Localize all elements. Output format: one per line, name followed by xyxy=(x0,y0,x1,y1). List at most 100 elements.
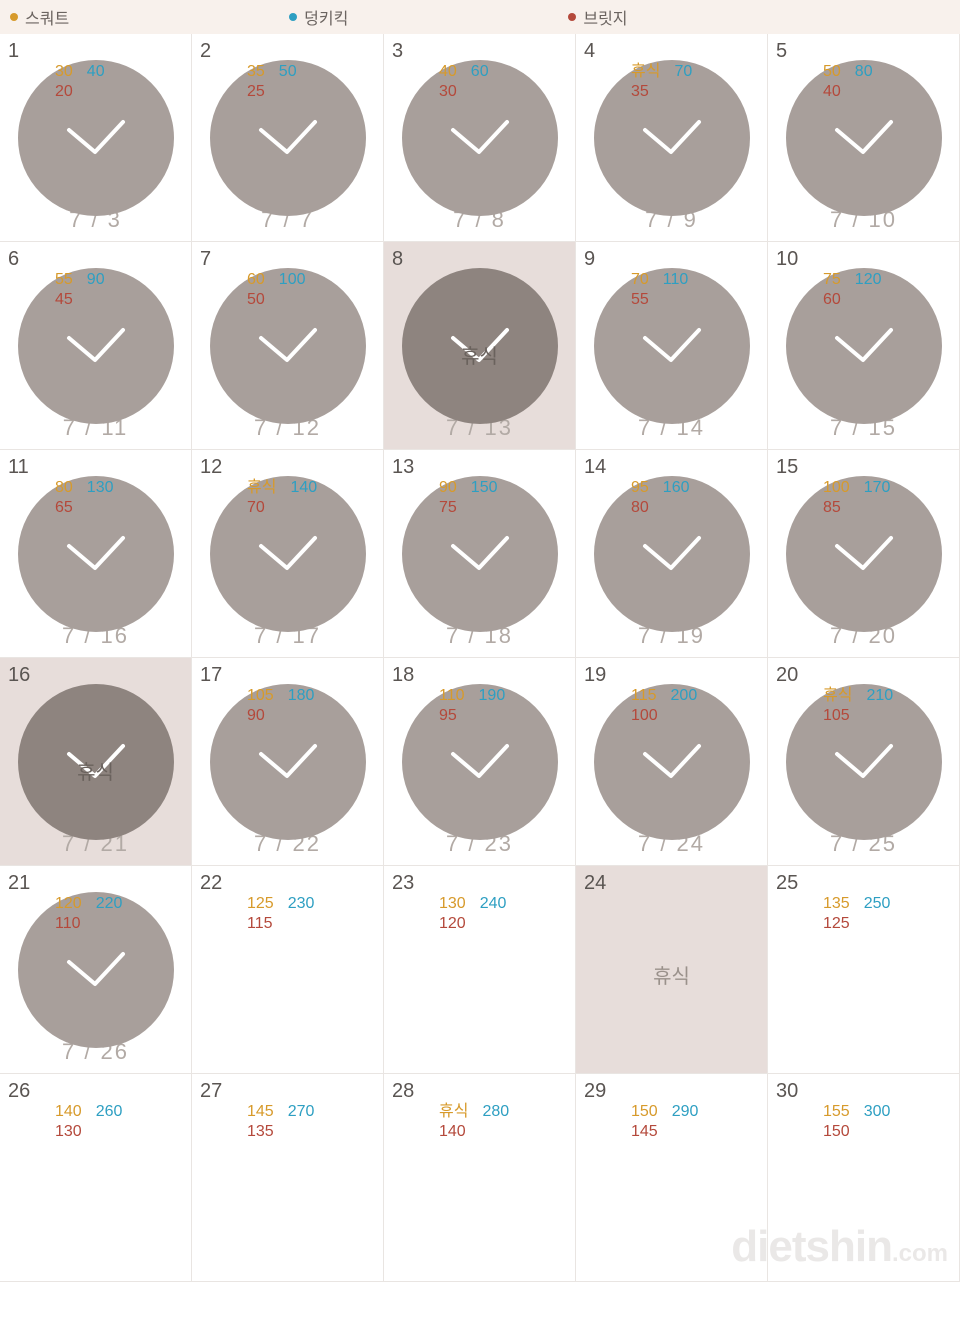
day-index: 15 xyxy=(776,456,798,479)
exercise-values: 휴식14070 xyxy=(247,478,317,518)
legend-dot-donkey xyxy=(289,13,297,21)
squat-value: 110 xyxy=(439,686,465,706)
day-index: 9 xyxy=(584,248,595,271)
day-cell-14[interactable]: 1495160807 / 19 xyxy=(576,450,768,658)
donkey-value: 220 xyxy=(96,894,123,914)
donkey-value: 100 xyxy=(279,270,306,290)
bridge-value: 95 xyxy=(439,706,457,726)
exercise-values: 휴식210105 xyxy=(823,686,893,726)
day-cell-21[interactable]: 211202201107 / 26 xyxy=(0,866,192,1074)
day-cell-17[interactable]: 17105180907 / 22 xyxy=(192,658,384,866)
day-cell-3[interactable]: 34060307 / 8 xyxy=(384,34,576,242)
day-cell-24[interactable]: 24휴식 xyxy=(576,866,768,1074)
squat-value: 125 xyxy=(247,894,274,914)
day-index: 12 xyxy=(200,456,222,479)
calendar-grid: 13040207 / 323550257 / 734060307 / 84휴식7… xyxy=(0,34,960,1282)
exercise-values: 95 160 80 xyxy=(631,478,690,518)
squat-value: 55 xyxy=(55,270,73,290)
legend-bridge: 브릿지 xyxy=(568,5,627,29)
day-cell-25[interactable]: 25135250125 xyxy=(768,866,960,1074)
day-cell-1[interactable]: 13040207 / 3 xyxy=(0,34,192,242)
day-cell-27[interactable]: 27145270135 xyxy=(192,1074,384,1282)
bridge-value: 20 xyxy=(55,82,73,102)
donkey-value: 40 xyxy=(87,62,105,82)
exercise-values: 150290145 xyxy=(631,1102,698,1142)
squat-value: 150 xyxy=(631,1102,658,1122)
exercise-values: 10017085 xyxy=(823,478,890,518)
exercise-values: 9015075 xyxy=(439,478,498,518)
day-index: 24 xyxy=(584,872,606,895)
day-cell-18[interactable]: 18110190957 / 23 xyxy=(384,658,576,866)
squat-value: 80 xyxy=(55,478,73,498)
day-index: 10 xyxy=(776,248,798,271)
watermark: dietshin.com xyxy=(731,1222,948,1272)
bridge-value: 105 xyxy=(823,706,850,726)
legend-label-bridge: 브릿지 xyxy=(583,5,627,29)
donkey-value: 180 xyxy=(288,686,315,706)
day-cell-7[interactable]: 760100507 / 12 xyxy=(192,242,384,450)
donkey-value: 250 xyxy=(864,894,891,914)
squat-value: 95 xyxy=(631,478,649,498)
donkey-value: 130 xyxy=(87,478,114,498)
bridge-value: 125 xyxy=(823,914,850,934)
squat-value: 휴식 xyxy=(823,686,852,706)
day-cell-22[interactable]: 22125230115 xyxy=(192,866,384,1074)
day-cell-5[interactable]: 55080407 / 10 xyxy=(768,34,960,242)
exercise-values: 7512060 xyxy=(823,270,882,310)
exercise-values: 140260130 xyxy=(55,1102,122,1142)
squat-value: 60 xyxy=(247,270,265,290)
day-cell-19[interactable]: 191152001007 / 24 xyxy=(576,658,768,866)
day-cell-20[interactable]: 20휴식2101057 / 25 xyxy=(768,658,960,866)
day-cell-13[interactable]: 1390150757 / 18 xyxy=(384,450,576,658)
exercise-values: 155300150 xyxy=(823,1102,890,1142)
day-cell-23[interactable]: 23130240120 xyxy=(384,866,576,1074)
day-cell-28[interactable]: 28휴식280140 xyxy=(384,1074,576,1282)
day-index: 17 xyxy=(200,664,222,687)
day-cell-8[interactable]: 8휴식7 / 13 xyxy=(384,242,576,450)
day-cell-11[interactable]: 1180130657 / 16 xyxy=(0,450,192,658)
day-cell-26[interactable]: 26140260130 xyxy=(0,1074,192,1282)
day-cell-12[interactable]: 12휴식140707 / 17 xyxy=(192,450,384,658)
squat-value: 휴식 xyxy=(247,478,276,498)
exercise-values: 406030 xyxy=(439,62,489,102)
squat-value: 120 xyxy=(55,894,82,914)
day-index: 20 xyxy=(776,664,798,687)
day-index: 13 xyxy=(392,456,414,479)
day-cell-2[interactable]: 23550257 / 7 xyxy=(192,34,384,242)
bridge-value: 55 xyxy=(631,290,649,310)
day-index: 29 xyxy=(584,1080,606,1103)
donkey-value: 120 xyxy=(855,270,882,290)
day-index: 25 xyxy=(776,872,798,895)
donkey-value: 90 xyxy=(87,270,105,290)
day-cell-9[interactable]: 970110557 / 14 xyxy=(576,242,768,450)
bridge-value: 110 xyxy=(55,914,81,934)
day-index: 3 xyxy=(392,40,403,63)
day-cell-4[interactable]: 4휴식70357 / 9 xyxy=(576,34,768,242)
day-cell-15[interactable]: 15100170857 / 20 xyxy=(768,450,960,658)
donkey-value: 200 xyxy=(671,686,698,706)
exercise-values: 145270135 xyxy=(247,1102,314,1142)
squat-value: 130 xyxy=(439,894,466,914)
donkey-value: 160 xyxy=(663,478,690,498)
day-cell-10[interactable]: 1075120607 / 15 xyxy=(768,242,960,450)
donkey-value: 290 xyxy=(672,1102,699,1122)
exercise-values: 6010050 xyxy=(247,270,306,310)
donkey-value: 150 xyxy=(471,478,498,498)
exercise-values: 125230115 xyxy=(247,894,314,934)
bridge-value: 140 xyxy=(439,1122,466,1142)
legend-bar: 스쿼트 덩키킥 브릿지 xyxy=(0,0,960,34)
squat-value: 90 xyxy=(439,478,457,498)
bridge-value: 40 xyxy=(823,82,841,102)
day-cell-16[interactable]: 16휴식7 / 21 xyxy=(0,658,192,866)
bridge-value: 80 xyxy=(631,498,649,518)
day-cell-6[interactable]: 65590457 / 11 xyxy=(0,242,192,450)
day-index: 5 xyxy=(776,40,787,63)
day-index: 14 xyxy=(584,456,606,479)
donkey-value: 230 xyxy=(288,894,315,914)
day-index: 28 xyxy=(392,1080,414,1103)
squat-value: 145 xyxy=(247,1102,274,1122)
day-index: 21 xyxy=(8,872,30,895)
day-index: 2 xyxy=(200,40,211,63)
legend-donkey: 덩키킥 xyxy=(289,5,348,29)
rest-label: 휴식 xyxy=(461,340,498,369)
